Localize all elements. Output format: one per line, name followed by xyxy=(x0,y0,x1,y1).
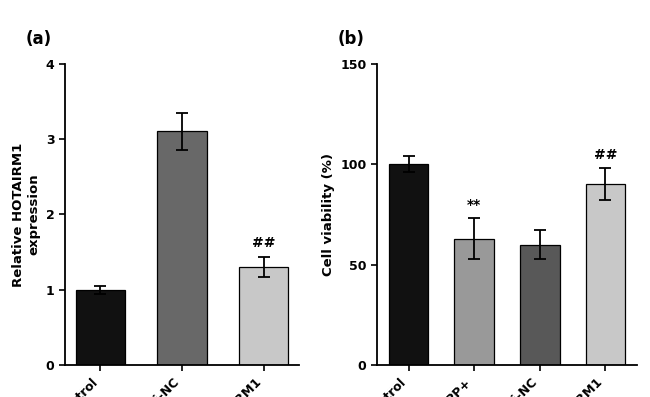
Text: (a): (a) xyxy=(26,30,52,48)
Bar xyxy=(157,131,207,365)
Bar xyxy=(239,267,289,365)
Text: **: ** xyxy=(467,198,481,212)
Text: ##: ## xyxy=(593,148,618,162)
Bar xyxy=(75,290,125,365)
Bar xyxy=(454,239,494,365)
Bar xyxy=(586,184,625,365)
Bar xyxy=(520,245,560,365)
Text: (b): (b) xyxy=(338,30,365,48)
Bar xyxy=(389,164,428,365)
Text: ##: ## xyxy=(252,236,276,250)
Y-axis label: Relative HOTAIRM1
expression: Relative HOTAIRM1 expression xyxy=(12,142,40,287)
Y-axis label: Cell viability (%): Cell viability (%) xyxy=(322,153,335,276)
